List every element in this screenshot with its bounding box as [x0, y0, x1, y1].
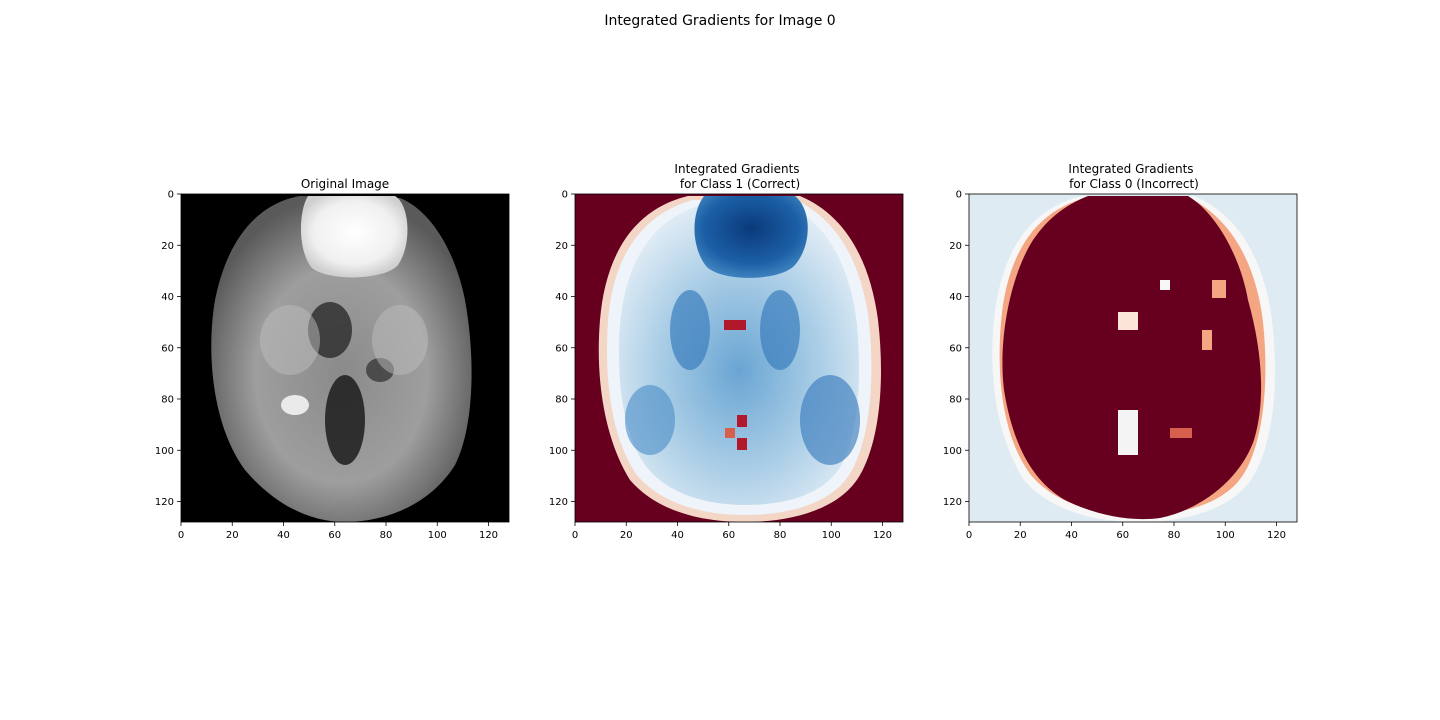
panel-title-original: Original Image — [301, 177, 389, 191]
y-tick-label: 80 — [949, 395, 962, 406]
y-tick-label: 40 — [161, 292, 174, 303]
y-tick-label: 20 — [161, 241, 174, 252]
x-tick-label: 120 — [873, 530, 892, 541]
panel-class-0: Integrated Gradients for Class 0 (Incorr… — [943, 162, 1298, 542]
y-tick-label: 40 — [949, 292, 962, 303]
x-tick-label: 60 — [722, 530, 735, 541]
y-tick-label: 100 — [155, 446, 174, 457]
panel-title-class-1-line-1: Integrated Gradients — [674, 162, 799, 176]
x-tick-label: 100 — [1216, 530, 1235, 541]
y-tick-label: 120 — [549, 497, 568, 508]
x-tick-label: 100 — [428, 530, 447, 541]
x-tick-label: 120 — [1267, 530, 1286, 541]
y-tick-label: 0 — [168, 190, 174, 201]
heatmap-image-original — [181, 194, 509, 522]
x-tick-label: 40 — [1065, 530, 1078, 541]
y-tick-label: 0 — [956, 190, 962, 201]
x-tick-label: 0 — [572, 530, 578, 541]
y-tick-label: 20 — [949, 241, 962, 252]
axes-class-1: 0 20 40 60 80 100 120 0 20 40 60 80 100 120 — [549, 190, 892, 542]
x-tick-label: 120 — [479, 530, 498, 541]
y-tick-label: 0 — [562, 190, 568, 201]
panel-class-1: Integrated Gradients for Class 1 (Correc… — [549, 162, 904, 542]
y-tick-label: 100 — [549, 446, 568, 457]
x-tick-label: 80 — [380, 530, 393, 541]
panel-title-class-1-line-2: for Class 1 (Correct) — [680, 177, 800, 191]
panel-original-image: Original Image 0 20 40 60 80 100 120 0 20 40 60 80 1… — [155, 177, 510, 542]
y-tick-label: 100 — [943, 446, 962, 457]
x-tick-label: 0 — [178, 530, 184, 541]
y-tick-label: 120 — [943, 497, 962, 508]
panel-title-class-0-line-2: for Class 0 (Incorrect) — [1069, 177, 1199, 191]
x-tick-label: 60 — [328, 530, 341, 541]
axes-class-0: 0 20 40 60 80 100 120 0 20 40 60 80 100 120 — [943, 190, 1286, 542]
axes-original: 0 20 40 60 80 100 120 0 20 40 60 80 100 120 — [155, 190, 498, 542]
heatmap-image-class-1 — [575, 194, 903, 522]
panel-title-class-0-line-1: Integrated Gradients — [1068, 162, 1193, 176]
x-tick-label: 80 — [774, 530, 787, 541]
x-tick-label: 40 — [671, 530, 684, 541]
x-tick-label: 60 — [1116, 530, 1129, 541]
y-tick-label: 120 — [155, 497, 174, 508]
x-tick-label: 20 — [1014, 530, 1027, 541]
y-tick-label: 80 — [161, 395, 174, 406]
y-tick-label: 40 — [555, 292, 568, 303]
x-tick-label: 100 — [822, 530, 841, 541]
x-tick-label: 40 — [277, 530, 290, 541]
y-tick-label: 60 — [555, 343, 568, 354]
heatmap-image-class-0 — [969, 194, 1297, 522]
y-tick-label: 80 — [555, 395, 568, 406]
y-tick-label: 60 — [949, 343, 962, 354]
x-tick-label: 80 — [1168, 530, 1181, 541]
x-tick-label: 20 — [226, 530, 239, 541]
x-tick-label: 0 — [966, 530, 972, 541]
x-tick-label: 20 — [620, 530, 633, 541]
figure-title: Integrated Gradients for Image 0 — [604, 13, 835, 29]
y-tick-label: 20 — [555, 241, 568, 252]
y-tick-label: 60 — [161, 343, 174, 354]
